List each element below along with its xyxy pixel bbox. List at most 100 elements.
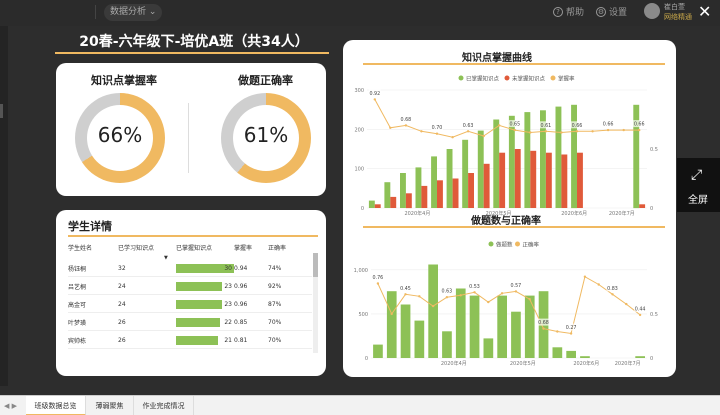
bar [468, 173, 474, 208]
mastery-rate-value: 66% [97, 123, 143, 147]
legend-label: 已掌握知识点 [466, 75, 500, 83]
data-analysis-dropdown[interactable]: 数据分析 ⌄ [104, 4, 163, 21]
column-header[interactable]: 正确率 [268, 245, 287, 252]
tab-nav-arrows[interactable]: ◀ ▶ [4, 402, 17, 410]
column-header[interactable]: 学生姓名 [68, 245, 93, 252]
bar [530, 150, 537, 208]
learned-count: 24 [118, 300, 126, 308]
column-header[interactable]: 掌握率 [234, 245, 253, 252]
scrollbar-thumb[interactable] [313, 253, 318, 277]
line-point [373, 98, 376, 101]
bar [446, 149, 453, 208]
tab-homework-status[interactable]: 作业完成情况 [134, 396, 194, 415]
data-label-bg [508, 120, 521, 128]
chart-title: 知识点掌握曲线 [462, 53, 532, 64]
accuracy-rate-label: 做题正确率 [238, 74, 293, 87]
bar [577, 152, 583, 208]
data-label-bg [539, 121, 552, 129]
x-tick-label: 2020年4月 [404, 210, 430, 217]
line-point [466, 130, 470, 133]
bar [414, 320, 425, 358]
rates-card: 知识点掌握率 66% 做题正确率 61% [56, 63, 326, 196]
line-point [473, 291, 476, 294]
column-header[interactable]: 已学习知识点 [118, 245, 155, 252]
table-row[interactable]: 吕艺桐 24 23 0.96 92% [68, 278, 312, 295]
line-point [451, 136, 454, 139]
data-label-bg [509, 281, 522, 289]
table-row[interactable]: 杨钰桐 32 30 0.94 74% [68, 260, 312, 277]
data-label: 0.92 [369, 91, 380, 97]
chart-title: 做题数与正确率 [471, 216, 541, 227]
fullscreen-button[interactable]: ⤢ 全屏 [677, 158, 720, 212]
mastered-count: 21 [224, 336, 232, 344]
line-point [529, 131, 532, 134]
table-row[interactable]: 叶梦璜 26 22 0.85 70% [68, 314, 312, 331]
bar [374, 204, 381, 208]
mastered-count: 30 [224, 264, 232, 272]
series-line [374, 99, 640, 138]
user-name: 崔白萱 [664, 3, 685, 11]
student-name: 叶梦璜 [68, 319, 87, 327]
legend-label: 未掌握知识点 [512, 75, 546, 83]
table-row[interactable]: 宾帅栋 26 21 0.81 70% [68, 332, 312, 349]
sort-desc-icon[interactable]: ▼ [164, 255, 168, 261]
y2-tick-label: 0.5 [650, 147, 658, 153]
line-point [583, 275, 587, 278]
x-tick-label: 2020年5月 [510, 360, 536, 367]
y-tick-label: 0 [361, 206, 364, 212]
data-label-bg [462, 121, 475, 129]
knowledge-mastery-chart: 已掌握知识点 未掌握知识点 掌握率 0 100 200 300 0 0.5 0.92 0.68 0.7… [354, 75, 658, 218]
x-tick-label: 2020年6月 [573, 360, 599, 367]
data-label: 0.66 [572, 123, 583, 129]
mastered-count: 22 [224, 318, 232, 326]
mastered-bar [176, 335, 218, 345]
bar [452, 178, 459, 208]
charts-card: 知识点掌握曲线 已掌握知识点 未掌握知识点 掌握率 0 100 200 300 0 0.5 0.9… [343, 40, 676, 377]
left-strip [0, 26, 8, 386]
expand-icon: ⤢ [691, 167, 703, 183]
mastered-bar [176, 317, 220, 327]
data-label-bg [537, 318, 550, 326]
bar [421, 185, 428, 208]
line-point [404, 124, 408, 127]
data-label-bg [571, 121, 583, 129]
help-icon: ? [553, 6, 563, 17]
data-label: 0.70 [432, 125, 443, 131]
accuracy-rate: 70% [268, 318, 282, 326]
legend-marker [488, 241, 494, 247]
data-analysis-label: 数据分析 [110, 7, 147, 17]
bar [552, 347, 563, 358]
bar [511, 311, 521, 358]
tab-weak-focus[interactable]: 薄弱聚焦 [86, 396, 134, 415]
bar [455, 288, 466, 358]
data-label: 0.45 [400, 286, 411, 292]
settings-button[interactable]: ⚙ 设置 [596, 5, 627, 18]
bar [386, 291, 397, 358]
mastered-cell: 21 [176, 332, 234, 348]
help-button[interactable]: ? 帮助 [553, 5, 584, 18]
line-point [498, 124, 501, 127]
top-bar: 数据分析 ⌄ ? 帮助 ⚙ 设置 崔白萱 网络精通 ✕ [0, 0, 720, 26]
column-header[interactable]: 已掌握知识点 [176, 245, 213, 252]
line-point [625, 302, 628, 306]
line-point [606, 128, 610, 132]
scrollbar-track[interactable] [313, 253, 318, 353]
avatar[interactable] [644, 3, 660, 19]
strip-handle[interactable] [0, 104, 3, 118]
x-tick-label: 2020年6月 [561, 210, 587, 217]
settings-label: 设置 [609, 8, 628, 18]
y-tick-label: 300 [354, 88, 364, 94]
title-underline [68, 235, 318, 237]
y2-tick-label: 0.5 [650, 312, 658, 318]
close-icon[interactable]: ✕ [698, 2, 712, 21]
table-row[interactable]: 高金可 24 23 0.96 87% [68, 296, 312, 313]
line-point [556, 330, 559, 333]
line-point [591, 130, 594, 133]
data-label: 0.57 [511, 283, 522, 289]
bar [469, 295, 480, 358]
tab-class-overview[interactable]: 班级数据总览 [26, 396, 86, 415]
line-point [482, 134, 485, 138]
fullscreen-label: 全屏 [688, 195, 708, 206]
legend-marker [458, 75, 464, 81]
line-point [622, 128, 625, 132]
